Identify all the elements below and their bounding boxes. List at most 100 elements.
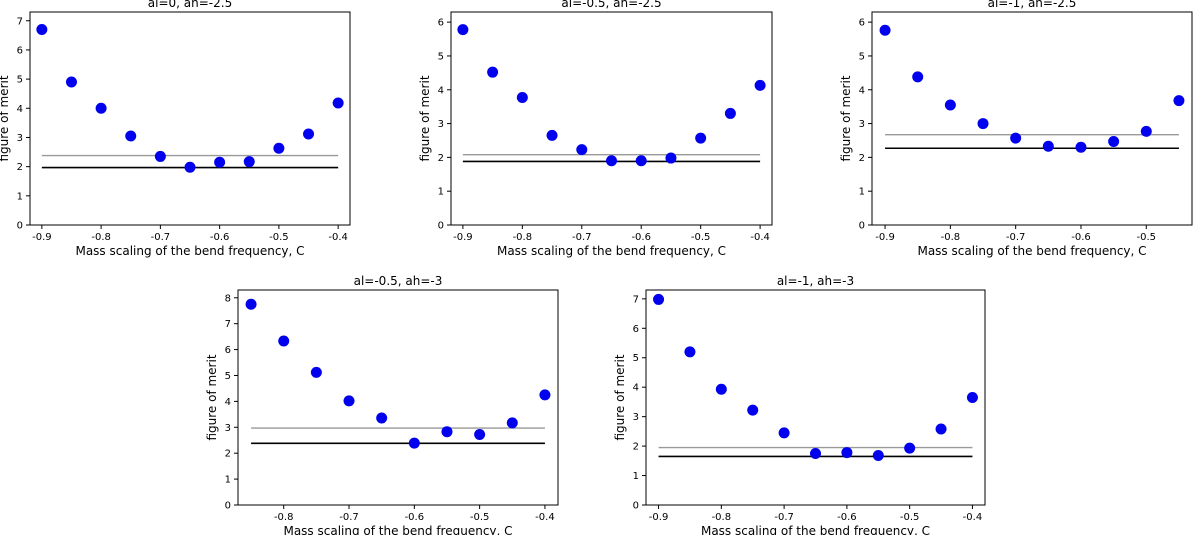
y-tick-label: 4 (17, 104, 23, 115)
data-point (1042, 140, 1054, 152)
data-point (1140, 125, 1152, 137)
y-tick-label: 0 (438, 221, 444, 232)
data-point (1108, 135, 1120, 147)
data-point (879, 24, 891, 36)
y-tick-label: 6 (859, 18, 865, 29)
chart-panel-3: al=-1, ah=-2.5 -0.9 -0.8 -0.7 -0.6 -0.5 0 1 2 3 4 5… (839, 0, 1193, 258)
data-point (904, 442, 916, 454)
chart-title: al=-0.5, ah=-2.5 (561, 0, 661, 10)
y-axis-label: figure of merit (205, 354, 219, 440)
data-point (695, 132, 707, 144)
y-tick-label: 4 (225, 397, 231, 408)
y-axis-label: figure of merit (0, 75, 11, 161)
y-tick-label: 1 (633, 471, 639, 482)
y-tick-label: 4 (633, 383, 639, 394)
y-tick-label: 5 (859, 51, 865, 62)
data-point (278, 335, 290, 347)
data-point (245, 298, 257, 310)
x-axis-label: Mass scaling of the bend frequency, C (283, 524, 512, 535)
data-point (810, 447, 821, 459)
y-tick-label: 6 (225, 345, 231, 356)
x-tick-label: -0.6 (631, 232, 651, 243)
data-point (606, 155, 617, 167)
y-tick-label: 7 (225, 319, 231, 330)
data-point (214, 156, 226, 168)
y-tick-label: 6 (633, 324, 639, 335)
x-tick-label: -0.5 (900, 512, 920, 523)
data-point (125, 130, 137, 142)
y-tick-label: 1 (225, 475, 231, 486)
data-point (1010, 132, 1022, 144)
y-tick-label: 3 (225, 423, 231, 434)
data-point (184, 161, 196, 173)
x-tick-label: -0.6 (837, 512, 857, 523)
y-tick-label: 0 (225, 501, 231, 512)
data-point (576, 144, 588, 156)
y-tick-label: 6 (438, 18, 444, 29)
data-point (516, 92, 528, 104)
x-tick-label: -0.5 (269, 232, 289, 243)
data-point (487, 66, 499, 78)
data-point (724, 107, 736, 119)
data-point (95, 102, 107, 114)
y-tick-label: 2 (17, 162, 23, 173)
x-axis-label: Mass scaling of the bend frequency, C (917, 244, 1146, 258)
y-tick-label: 0 (17, 221, 23, 232)
data-point (977, 118, 989, 130)
x-tick-label: -0.5 (1137, 232, 1157, 243)
x-tick-label: -0.4 (963, 512, 983, 523)
chart-title: al=0, ah=-2.5 (148, 0, 232, 10)
x-tick-label: -0.4 (750, 232, 770, 243)
x-axis-label: Mass scaling of the bend frequency, C (701, 524, 930, 535)
y-tick-label: 1 (438, 187, 444, 198)
axes-frame (645, 289, 986, 506)
data-point (841, 447, 853, 459)
data-point (754, 79, 766, 91)
data-point (441, 426, 453, 438)
y-tick-label: 7 (17, 16, 23, 27)
y-tick-label: 2 (438, 153, 444, 164)
y-tick-label: 5 (17, 75, 23, 86)
y-tick-label: 5 (225, 371, 231, 382)
data-point (635, 155, 647, 167)
y-tick-label: 5 (633, 353, 639, 364)
x-tick-label: -0.9 (32, 232, 52, 243)
data-point (1075, 141, 1087, 153)
x-tick-label: -0.9 (875, 232, 895, 243)
data-point (376, 412, 388, 424)
data-point (243, 156, 255, 168)
x-tick-label: -0.6 (210, 232, 230, 243)
data-point (935, 423, 947, 435)
data-point (944, 99, 956, 111)
chart-title: al=-1, ah=-3 (777, 274, 854, 288)
data-point (506, 417, 518, 429)
x-axis-label: Mass scaling of the bend frequency, C (75, 244, 304, 258)
axes-frame (29, 11, 351, 226)
axes-frame (450, 11, 773, 226)
y-tick-label: 0 (633, 501, 639, 512)
data-point (474, 429, 486, 441)
x-tick-label: -0.5 (691, 232, 711, 243)
data-point (872, 450, 884, 462)
y-tick-label: 8 (225, 293, 231, 304)
y-tick-label: 6 (17, 45, 23, 56)
data-point (966, 392, 978, 403)
x-tick-label: -0.7 (774, 512, 794, 523)
y-tick-label: 2 (225, 449, 231, 460)
data-point (653, 293, 665, 305)
data-point (539, 389, 551, 401)
data-point (665, 152, 677, 164)
data-point (273, 142, 285, 154)
x-tick-label: -0.8 (513, 232, 533, 243)
data-point (303, 128, 315, 140)
data-point (684, 346, 696, 358)
x-axis-label: Mass scaling of the bend frequency, C (497, 244, 726, 258)
x-tick-label: -0.8 (712, 512, 732, 523)
x-tick-label: -0.8 (941, 232, 961, 243)
data-point (912, 71, 924, 83)
data-point (546, 129, 558, 141)
y-tick-label: 0 (859, 221, 865, 232)
y-tick-label: 1 (17, 191, 23, 202)
y-axis-label: figure of merit (613, 354, 627, 440)
data-point (715, 383, 727, 395)
